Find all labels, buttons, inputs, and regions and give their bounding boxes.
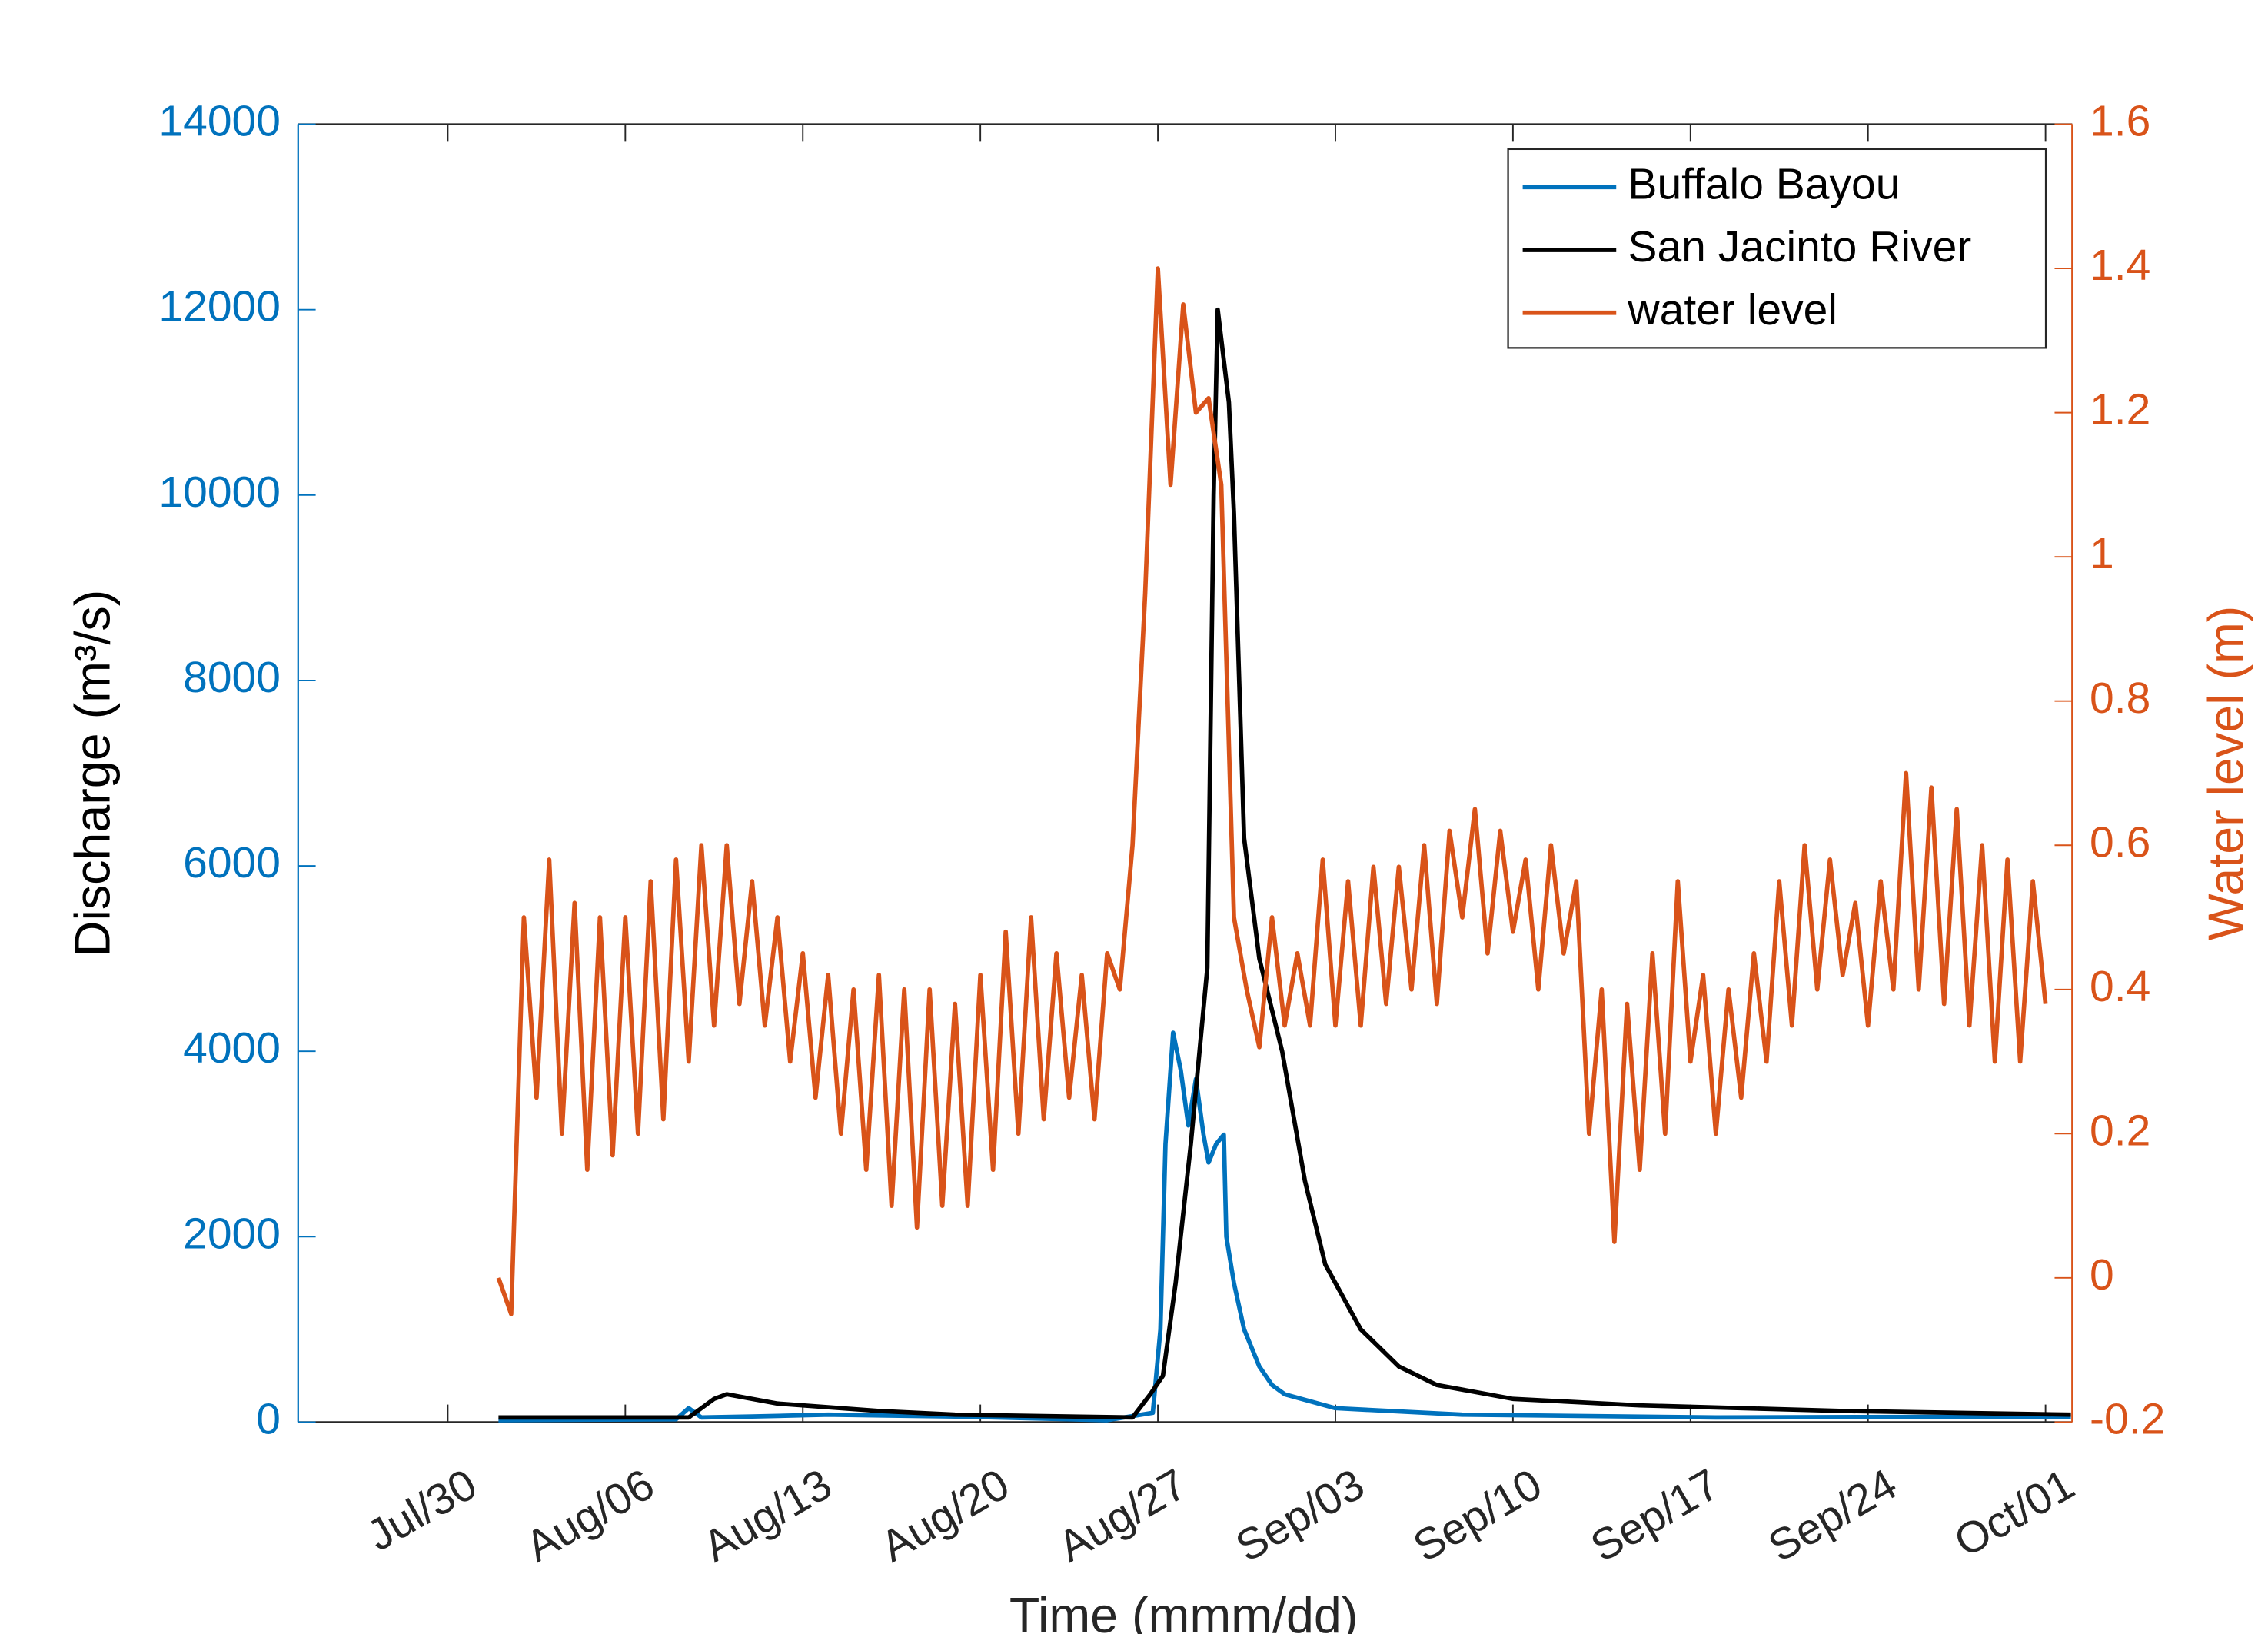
y-axis-label: Discharge (m³/s) — [65, 590, 121, 957]
y2-tick-label: 0.2 — [2090, 1106, 2150, 1155]
y2-tick-label: -0.2 — [2090, 1394, 2165, 1443]
y-tick-label: 2000 — [183, 1209, 281, 1258]
y-tick-label: 4000 — [183, 1023, 281, 1073]
x-axis-label: Time (mmm/dd) — [1009, 1588, 1358, 1634]
y2-tick-label: 1 — [2090, 529, 2114, 578]
y2-tick-label: 1.6 — [2090, 97, 2150, 146]
legend-label: San Jacinto River — [1628, 222, 1971, 271]
y-tick-label: 0 — [256, 1394, 281, 1443]
y-tick-label: 6000 — [183, 838, 281, 887]
y2-tick-label: 0.6 — [2090, 817, 2150, 867]
y-tick-label: 14000 — [158, 97, 281, 146]
legend-label: water level — [1627, 285, 1837, 334]
legend-label: Buffalo Bayou — [1628, 159, 1900, 208]
y2-tick-label: 0.8 — [2090, 674, 2150, 723]
data-line — [496, 266, 2048, 1316]
y-tick-label: 8000 — [183, 653, 281, 702]
y-tick-label: 12000 — [158, 282, 281, 331]
data-line — [498, 1030, 2071, 1423]
y2-tick-label: 1.2 — [2090, 385, 2150, 434]
y-tick-label: 10000 — [158, 468, 281, 517]
data-line — [498, 307, 2071, 1420]
y2-tick-label: 1.4 — [2090, 241, 2150, 290]
y2-tick-label: 0 — [2090, 1250, 2114, 1300]
y2-axis-label: Water level (m) — [2199, 606, 2254, 941]
y2-tick-label: 0.4 — [2090, 962, 2150, 1011]
